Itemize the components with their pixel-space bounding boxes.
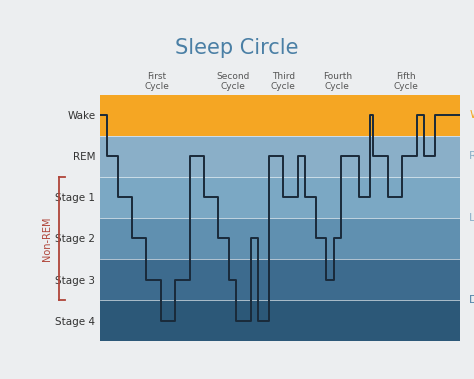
Text: Light Sleep: Light Sleep — [469, 213, 474, 223]
Text: Second
Cycle: Second Cycle — [216, 72, 249, 91]
Text: Fifth
Cycle: Fifth Cycle — [393, 72, 418, 91]
Text: First
Cycle: First Cycle — [145, 72, 170, 91]
Text: Wake: Wake — [469, 110, 474, 120]
Bar — [100, 136, 460, 177]
Text: Sleep Circle: Sleep Circle — [175, 38, 299, 58]
Text: Third
Cycle: Third Cycle — [271, 72, 296, 91]
Bar — [100, 177, 460, 218]
Text: Non-REM: Non-REM — [42, 216, 53, 261]
Text: Deep Sleep: Deep Sleep — [469, 295, 474, 305]
Bar — [100, 300, 460, 341]
Text: REM: REM — [469, 151, 474, 161]
Bar — [100, 218, 460, 259]
Bar — [100, 259, 460, 300]
Text: Fourth
Cycle: Fourth Cycle — [323, 72, 352, 91]
Bar — [100, 95, 460, 136]
